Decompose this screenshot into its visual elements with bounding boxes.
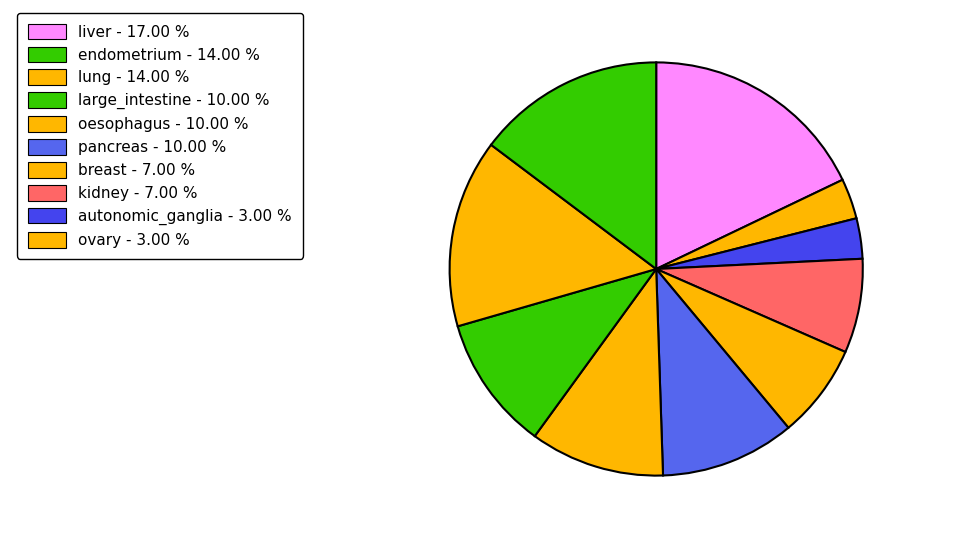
Wedge shape (450, 145, 656, 327)
Wedge shape (656, 180, 857, 269)
Wedge shape (656, 269, 845, 428)
Wedge shape (656, 269, 788, 476)
Wedge shape (491, 62, 656, 269)
Wedge shape (656, 259, 863, 352)
Wedge shape (535, 269, 663, 476)
Legend: liver - 17.00 %, endometrium - 14.00 %, lung - 14.00 %, large_intestine - 10.00 : liver - 17.00 %, endometrium - 14.00 %, … (17, 13, 303, 259)
Wedge shape (656, 218, 863, 269)
Wedge shape (457, 269, 656, 436)
Wedge shape (656, 62, 842, 269)
